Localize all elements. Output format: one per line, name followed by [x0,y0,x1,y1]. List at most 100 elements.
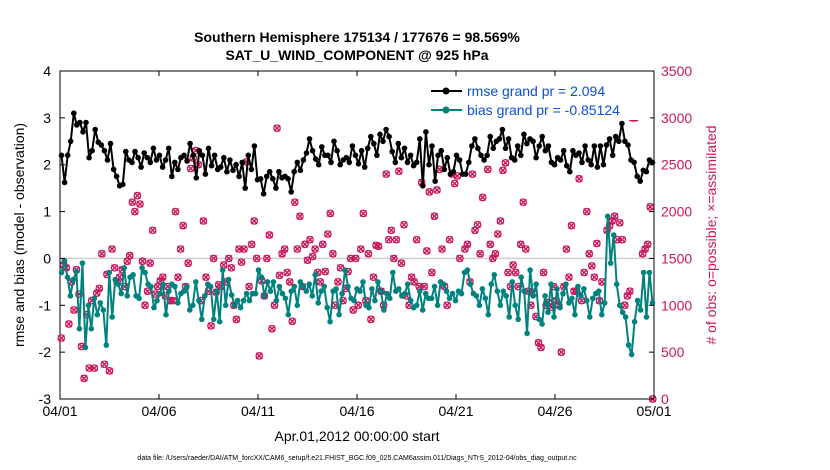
bias-point [631,318,638,325]
obs-assimilated-point [354,301,362,309]
bias-point [527,267,533,273]
rmse-point [104,157,111,163]
rmse-point [481,157,487,163]
bias-point [396,286,402,292]
bias-point [288,288,295,295]
bias-point [512,302,518,309]
obs-possible-point [410,278,418,286]
rmse-point [619,120,625,127]
obs-assimilated-point [238,258,245,266]
obs-possible-point [98,249,106,258]
rmse-point [107,140,114,147]
obs-possible-point [392,235,401,244]
rmse-point [89,147,95,154]
bias-point [207,283,214,290]
obs-assimilated-point [456,254,464,262]
obs-possible-point [293,245,302,253]
obs-assimilated-point [644,240,652,248]
rmse-point [251,143,258,149]
rmse-point [98,142,105,148]
bias-point [228,292,235,298]
obs-possible-point [450,179,459,188]
legend: rmse grand pr = 2.094 bias grand pr = -0… [423,80,650,120]
bias-point [563,281,569,288]
bias-point [61,258,68,264]
obs-possible-point [516,240,525,249]
bias-point [64,274,71,281]
obs-assimilated-point [250,217,258,225]
rmse-point [270,176,276,182]
obs-possible-point [562,245,571,253]
obs-possible-point [252,254,261,263]
rmse-point [407,152,414,159]
obs-possible-point [227,263,236,272]
bias-point [67,293,74,299]
obs-assimilated-point [387,226,395,234]
rmse-point [462,171,469,177]
obs-possible-point [301,240,309,249]
rmse-point [438,147,445,154]
obs-assimilated-point [611,212,619,220]
bias-point [416,288,423,295]
bias-point [172,283,178,290]
obs-assimilated-point [593,239,601,247]
rmse-point [557,157,564,163]
bias-point [551,314,557,320]
bias-point [264,279,271,285]
obs-assimilated-point [283,268,291,276]
obs-possible-point [374,242,383,251]
bias-point [533,281,539,288]
obs-assimilated-point [392,236,400,244]
obs-assimilated-point [268,325,276,333]
obs-assimilated-point [352,254,360,262]
rmse-point [563,162,570,169]
obs-possible-point [565,273,573,282]
bias-point [261,293,268,299]
rmse-point [239,159,245,166]
rmse-point [58,152,65,159]
obs-assimilated-point [382,170,390,178]
rmse-point [71,110,77,116]
bias-point [613,281,620,288]
rmse-point [334,147,340,154]
bias-point [524,330,530,337]
bias-point [273,297,280,304]
rmse-point [328,159,334,166]
rmse-point [236,173,242,180]
bias-point [276,283,283,290]
obs-possible-point [329,249,337,258]
bias-point [449,290,456,297]
obs-assimilated-point [585,250,593,258]
bias-point [324,304,331,311]
obs-assimilated-point [95,284,103,292]
rmse-point [227,157,233,163]
obs-assimilated-point [90,364,98,372]
obs-possible-point [108,245,116,253]
obs-possible-point [232,315,241,324]
bias-point [566,300,572,306]
rmse-point [129,159,135,166]
bias-point [506,314,512,320]
rmse-point [600,161,607,168]
obs-assimilated-point [474,221,482,229]
bias-point [306,281,313,288]
rmse-point [361,164,368,170]
obs-possible-point [349,306,358,314]
rmse-point [524,140,530,147]
obs-assimilated-point [253,254,261,262]
obs-possible-point [610,212,619,221]
rmse-point [591,143,598,149]
obs-possible-point [359,209,368,218]
axis-ticks: 04/01 04/06 04/11 04/16 04/21 04/26 05/01 -3 -2 -… [39,63,693,419]
bias-point [458,290,465,297]
rmse-point [374,152,380,159]
bias-point [240,297,247,304]
obs-possible-point [237,258,246,267]
x-tick-label: 04/01 [42,403,77,419]
bias-point [213,288,220,295]
rmse-point [61,179,68,186]
rmse-series [58,110,656,197]
bias-point [285,311,292,318]
obs-assimilated-point [598,278,606,286]
bias-point [73,268,80,275]
